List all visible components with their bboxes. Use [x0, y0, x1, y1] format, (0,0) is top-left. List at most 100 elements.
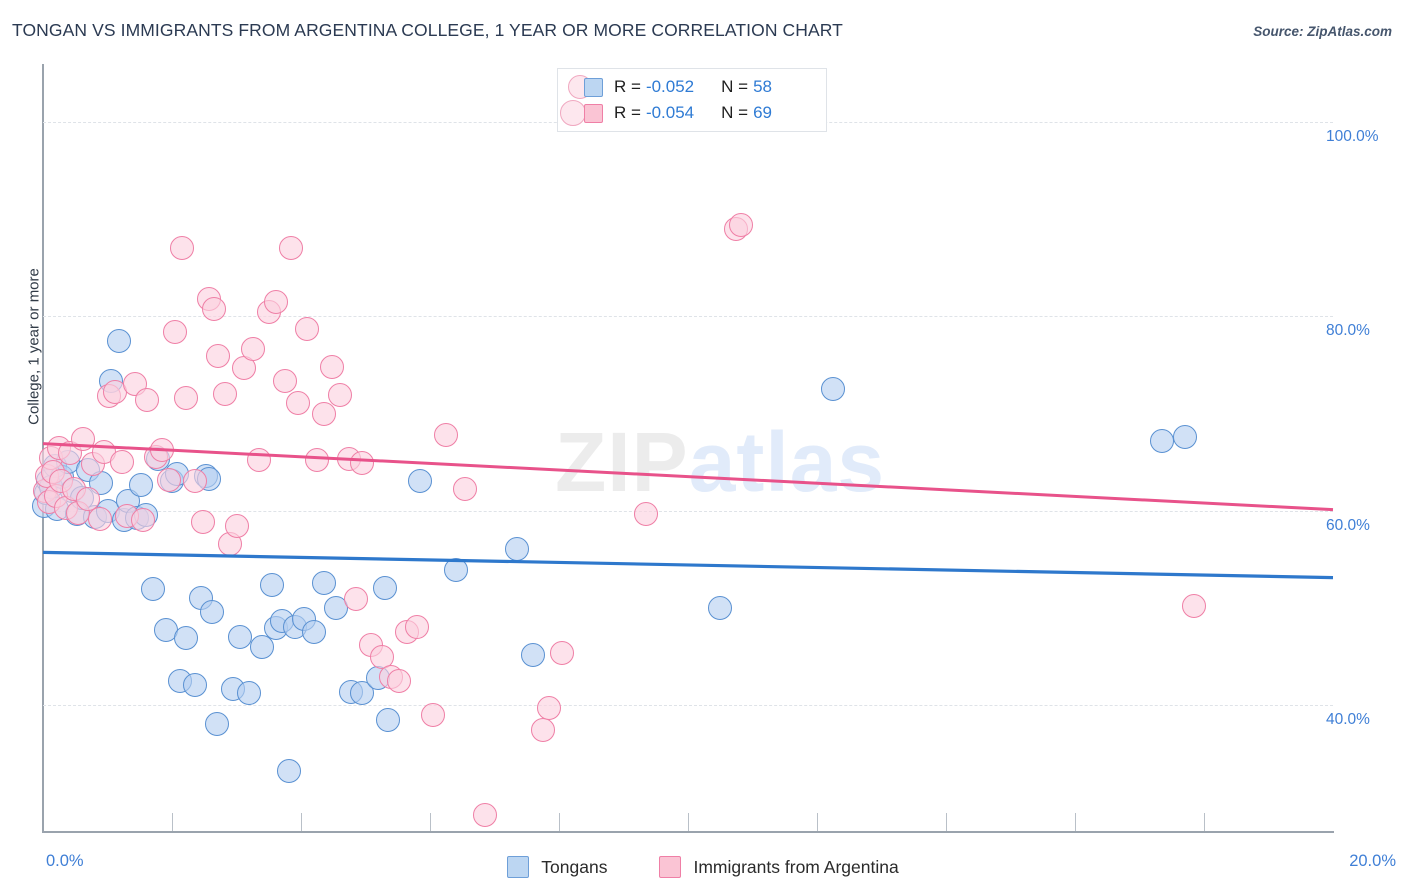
scatter-point[interactable]	[199, 599, 224, 624]
scatter-point[interactable]	[205, 712, 230, 737]
scatter-point[interactable]	[634, 502, 659, 527]
n-value-2: 69	[753, 103, 772, 122]
scatter-point[interactable]	[201, 296, 226, 321]
scatter-point[interactable]	[728, 213, 753, 238]
scatter-point[interactable]	[343, 586, 368, 611]
scatter-point[interactable]	[327, 383, 352, 408]
scatter-point[interactable]	[212, 382, 237, 407]
scatter-point[interactable]	[550, 641, 575, 666]
legend-item-immigrants-from-argentina[interactable]: Immigrants from Argentina	[659, 856, 899, 878]
y-tick-label: 60.0%	[1326, 516, 1370, 534]
x-axis-line	[42, 831, 1334, 833]
legend-label-immigrants: Immigrants from Argentina	[693, 856, 899, 877]
scatter-point[interactable]	[301, 619, 326, 644]
scatter-point[interactable]	[272, 368, 297, 393]
legend-label-tongans: Tongans	[541, 856, 608, 877]
scatter-point[interactable]	[130, 508, 155, 533]
scatter-point[interactable]	[277, 758, 302, 783]
correlation-legend-box: R = -0.052 N = 58 R = -0.054 N = 69	[557, 68, 827, 132]
correlation-row-tongans: R = -0.052 N = 58	[584, 74, 772, 100]
scatter-point[interactable]	[376, 708, 401, 733]
scatter-point[interactable]	[405, 615, 430, 640]
x-tick-label-min: 0.0%	[46, 852, 84, 870]
scatter-point[interactable]	[153, 618, 178, 643]
scatter-point[interactable]	[140, 577, 165, 602]
scatter-point[interactable]	[821, 377, 846, 402]
scatter-point[interactable]	[76, 486, 101, 511]
scatter-point[interactable]	[1172, 424, 1197, 449]
x-axis-tick	[430, 813, 431, 831]
scatter-point[interactable]	[421, 703, 446, 728]
scatter-point[interactable]	[259, 573, 284, 598]
scatter-point[interactable]	[174, 385, 199, 410]
scatter-point[interactable]	[227, 624, 252, 649]
scatter-point[interactable]	[295, 317, 320, 342]
scatter-point[interactable]	[240, 337, 265, 362]
scatter-point[interactable]	[206, 344, 231, 369]
x-axis-tick	[301, 813, 302, 831]
legend-swatch-blue	[584, 77, 603, 97]
scatter-point[interactable]	[708, 595, 733, 620]
page-title: TONGAN VS IMMIGRANTS FROM ARGENTINA COLL…	[12, 20, 843, 40]
r-value-1: -0.052	[645, 77, 695, 96]
gridline-y	[43, 316, 1333, 318]
scatter-point[interactable]	[387, 668, 412, 693]
y-tick-label: 40.0%	[1326, 710, 1370, 728]
scatter-point[interactable]	[264, 289, 289, 314]
scatter-point[interactable]	[87, 507, 112, 532]
scatter-point[interactable]	[537, 695, 562, 720]
scatter-point[interactable]	[521, 643, 546, 668]
scatter-point[interactable]	[311, 401, 336, 426]
scatter-point[interactable]	[372, 576, 397, 601]
scatter-point[interactable]	[129, 473, 154, 498]
scatter-point[interactable]	[505, 537, 530, 562]
scatter-point[interactable]	[174, 625, 199, 650]
scatter-point[interactable]	[182, 469, 207, 494]
scatter-point[interactable]	[182, 673, 207, 698]
scatter-point[interactable]	[434, 422, 459, 447]
scatter-point[interactable]	[107, 328, 132, 353]
legend-swatch-pink	[584, 103, 603, 123]
scatter-point[interactable]	[279, 236, 304, 261]
trend-line-tongans	[42, 550, 1334, 580]
scatter-point[interactable]	[163, 319, 188, 344]
x-axis-tick	[172, 813, 173, 831]
series-legend: Tongans Immigrants from Argentina	[0, 850, 1406, 884]
scatter-point[interactable]	[237, 681, 262, 706]
scatter-point[interactable]	[1182, 593, 1207, 618]
scatter-point[interactable]	[109, 450, 134, 475]
scatter-point[interactable]	[350, 451, 375, 476]
gridline-y	[43, 510, 1333, 512]
scatter-point[interactable]	[190, 510, 215, 535]
scatter-point[interactable]	[224, 514, 249, 539]
y-tick-label: 80.0%	[1326, 322, 1370, 340]
gridline-y	[43, 704, 1333, 706]
legend-item-tongans[interactable]: Tongans	[507, 856, 607, 878]
r-value-2: -0.054	[645, 103, 695, 122]
scatter-point[interactable]	[472, 803, 497, 828]
scatter-point[interactable]	[247, 448, 272, 473]
source-attribution: Source: ZipAtlas.com	[1253, 24, 1392, 39]
x-axis-tick	[946, 813, 947, 831]
ghost-marker-pink-bottom	[560, 100, 586, 126]
plot-area	[32, 64, 1333, 830]
n-value-1: 58	[753, 77, 772, 96]
scatter-point[interactable]	[408, 469, 433, 494]
scatter-point[interactable]	[530, 718, 555, 743]
scatter-point[interactable]	[169, 236, 194, 261]
x-axis-tick	[1075, 813, 1076, 831]
scatter-point[interactable]	[1150, 428, 1175, 453]
scatter-point[interactable]	[319, 354, 344, 379]
scatter-point[interactable]	[305, 448, 330, 473]
scatter-point[interactable]	[311, 571, 336, 596]
scatter-point[interactable]	[156, 467, 181, 492]
scatter-point[interactable]	[453, 477, 478, 502]
x-axis-tick	[688, 813, 689, 831]
x-tick-label-max: 20.0%	[1349, 852, 1396, 870]
y-tick-label: 100.0%	[1326, 128, 1379, 146]
legend-color-immigrants	[659, 856, 682, 878]
x-axis-tick	[559, 813, 560, 831]
scatter-point[interactable]	[135, 387, 160, 412]
scatter-point[interactable]	[285, 390, 310, 415]
